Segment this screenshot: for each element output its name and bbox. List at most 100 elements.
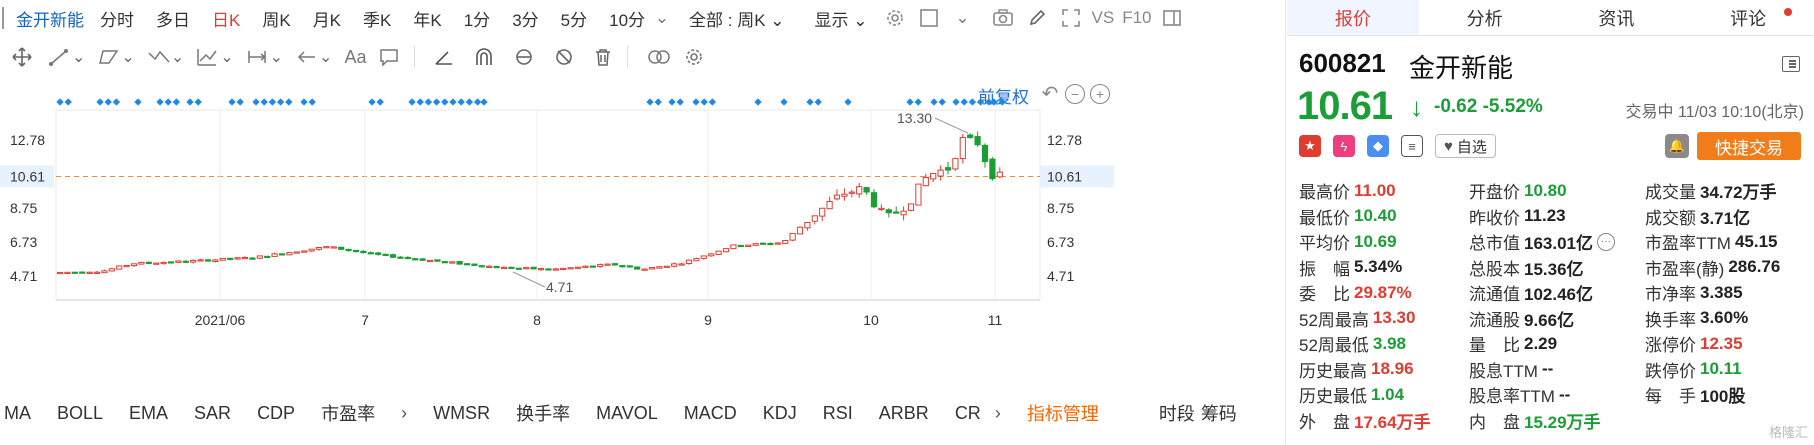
- tab-quote[interactable]: 报价: [1287, 0, 1419, 35]
- arrow-tool-icon[interactable]: ⌄: [295, 43, 332, 71]
- indicator-tab[interactable]: MAVOL: [596, 402, 658, 423]
- candlestick-chart[interactable]: 12.78 12.78 8.75 8.75 6.73 6.73 4.71 4.71 10.61 1…: [0, 78, 1286, 393]
- candle-body: [123, 264, 130, 268]
- panel-toggle-icon[interactable]: [1159, 6, 1185, 30]
- camera-icon[interactable]: [990, 6, 1016, 30]
- period-tab-active[interactable]: 日K: [212, 10, 241, 30]
- margin-icon[interactable]: ϟ: [1333, 135, 1355, 157]
- quote-cell: 外 盘 17.64万手: [1299, 408, 1469, 433]
- vs-button[interactable]: VS: [1091, 8, 1115, 27]
- fib-tool-icon[interactable]: ⌄: [196, 43, 234, 71]
- undo-icon[interactable]: ↶: [1041, 83, 1059, 105]
- change-percent: -5.52%: [1482, 96, 1543, 117]
- candle-body: [715, 250, 722, 255]
- candle-body: [93, 271, 101, 274]
- tab-comments[interactable]: 评论: [1682, 0, 1814, 35]
- more-icon[interactable]: ···: [1597, 232, 1615, 251]
- chevron-right-icon[interactable]: ›: [401, 402, 408, 423]
- quote-cell: 每 手 100股: [1645, 382, 1809, 407]
- signal-marker: [780, 98, 788, 106]
- quote-row: 平均价 10.69 总市值 163.01亿 ··· 市盈率TTM 45.15: [1299, 229, 1809, 255]
- indicator-tab[interactable]: MA: [4, 402, 31, 423]
- period-tab[interactable]: 3分: [512, 10, 539, 30]
- time-segment-button[interactable]: 时段: [1158, 404, 1195, 424]
- range-select-label: 全部 : 周K: [689, 10, 766, 30]
- comment-tool-icon[interactable]: [378, 43, 400, 71]
- collapse-handle[interactable]: [2, 7, 8, 29]
- period-tab[interactable]: 10分: [609, 10, 646, 30]
- candle-body: [456, 261, 463, 265]
- candle-body: [108, 268, 115, 272]
- f10-button[interactable]: F10: [1122, 8, 1152, 27]
- quote-value: 12.35: [1700, 333, 1743, 353]
- move-icon[interactable]: [12, 43, 32, 71]
- wave-tool-icon[interactable]: ⌄: [147, 43, 184, 71]
- checkbox-icon[interactable]: [916, 6, 942, 30]
- period-tab[interactable]: 1分: [463, 10, 491, 30]
- tab-analysis[interactable]: 分析: [1466, 8, 1503, 29]
- menu-icon[interactable]: [1782, 56, 1800, 72]
- compare-icon[interactable]: [646, 43, 672, 71]
- signal-marker: [449, 98, 457, 106]
- candle-body: [804, 221, 811, 229]
- period-tab[interactable]: 多日: [156, 10, 190, 30]
- chevron-down-icon[interactable]: ⌄: [654, 8, 670, 27]
- quote-label: 市盈率(静): [1645, 259, 1725, 279]
- signal-marker: [754, 98, 762, 106]
- settings-icon[interactable]: [882, 6, 908, 30]
- range-tool-icon[interactable]: ⌄: [246, 43, 283, 71]
- indicator-tab[interactable]: BOLL: [57, 402, 104, 423]
- indicator-tab[interactable]: MACD: [683, 402, 737, 423]
- magnet-icon[interactable]: [473, 43, 495, 71]
- indicator-tab[interactable]: 市盈率: [321, 404, 376, 424]
- display-dropdown[interactable]: 显示 ⌄: [814, 10, 868, 30]
- pencil-icon[interactable]: [1024, 6, 1050, 30]
- candle-body: [508, 266, 515, 269]
- zoom-out-icon[interactable]: −: [1065, 84, 1085, 104]
- candle-body: [323, 246, 330, 249]
- period-tab[interactable]: 分时: [100, 10, 134, 30]
- indicator-tab[interactable]: EMA: [129, 402, 169, 423]
- quote-cell: 历史最高 18.96: [1299, 357, 1469, 382]
- settings-icon[interactable]: [684, 43, 704, 71]
- stock-name-link[interactable]: 金开新能: [16, 10, 84, 30]
- indicator-tab[interactable]: KDJ: [762, 402, 797, 423]
- channel-tool-icon[interactable]: ⌄: [97, 43, 135, 71]
- indicator-tab[interactable]: CR: [954, 402, 981, 423]
- bell-icon[interactable]: 🔔: [1665, 134, 1689, 158]
- period-tab[interactable]: 季K: [363, 10, 392, 30]
- angle-tool-icon[interactable]: [433, 43, 455, 71]
- period-tab[interactable]: 月K: [312, 10, 342, 30]
- quote-label: 52周最低: [1299, 336, 1369, 356]
- chevron-right-icon[interactable]: ›: [994, 402, 1001, 423]
- candle-body: [426, 259, 434, 263]
- indicator-tab[interactable]: ARBR: [878, 402, 929, 423]
- range-select[interactable]: 全部 : 周K ⌄: [689, 10, 785, 30]
- period-tab[interactable]: 周K: [262, 10, 291, 30]
- quick-trade-button[interactable]: 快捷交易: [1697, 132, 1801, 160]
- display-label: 显示: [814, 10, 849, 30]
- trash-icon[interactable]: [593, 43, 613, 71]
- high-annotation-line: [934, 117, 969, 134]
- indicator-tab[interactable]: SAR: [194, 402, 232, 423]
- hide-drawing-icon[interactable]: [553, 43, 575, 71]
- indicator-tab[interactable]: 换手率: [516, 404, 571, 424]
- chips-button[interactable]: 筹码: [1200, 404, 1237, 424]
- lock-drawing-icon[interactable]: [513, 43, 535, 71]
- zoom-in-icon[interactable]: +: [1090, 84, 1110, 104]
- indicator-tab[interactable]: WMSR: [433, 402, 491, 423]
- text-tool-icon[interactable]: Aa: [344, 46, 367, 67]
- notes-icon[interactable]: ≡: [1401, 135, 1423, 157]
- chevron-down-icon[interactable]: ⌄: [955, 8, 970, 27]
- tag-icon[interactable]: ◆: [1367, 135, 1389, 157]
- period-tab[interactable]: 年K: [413, 10, 442, 30]
- fullscreen-icon[interactable]: [1058, 6, 1084, 30]
- indicator-manage-button[interactable]: 指标管理: [1026, 404, 1099, 424]
- indicator-tab[interactable]: RSI: [822, 402, 853, 423]
- period-tab[interactable]: 5分: [560, 10, 588, 30]
- quote-value: 286.76: [1728, 257, 1781, 277]
- indicator-tab[interactable]: CDP: [257, 402, 296, 423]
- add-favorite-button[interactable]: ♥ 自选: [1435, 134, 1496, 158]
- line-tool-icon[interactable]: ⌄: [48, 43, 85, 71]
- tab-news[interactable]: 资讯: [1598, 8, 1635, 29]
